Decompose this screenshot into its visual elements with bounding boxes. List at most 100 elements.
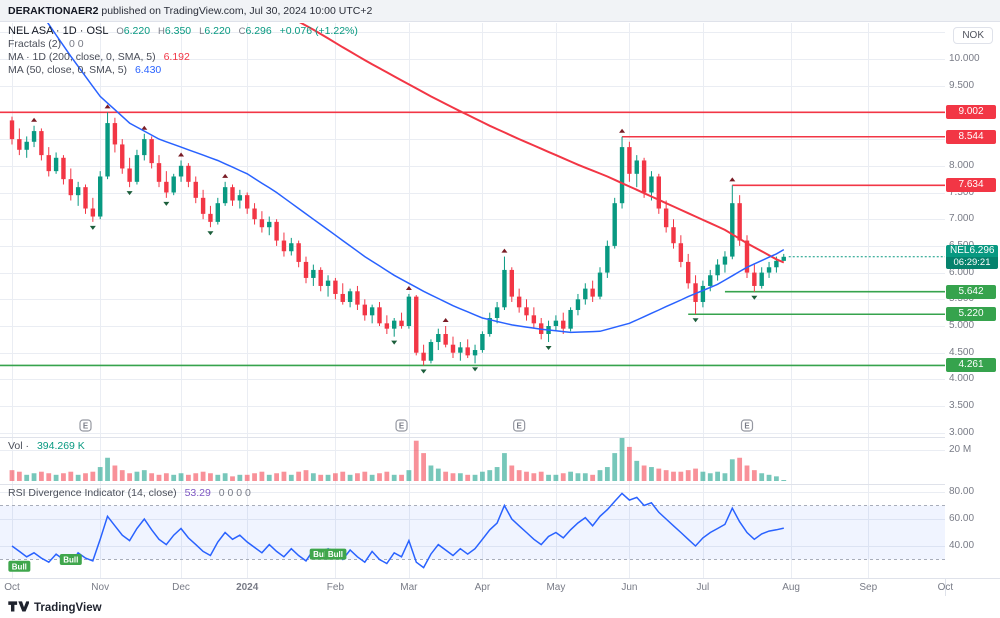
price-tick-label: 10.000 (949, 53, 980, 64)
price-tick-label: 5.000 (949, 320, 975, 331)
high-value: 6.350 (164, 25, 192, 37)
bull-badge-label: Bull (313, 550, 328, 559)
ma50-legend-row[interactable]: MA (50, close, 0, SMA, 5) 6.430 (8, 64, 358, 76)
time-tick-label: 2024 (236, 582, 259, 593)
last-price-value: 6.296 (969, 245, 995, 256)
fractals-legend-row[interactable]: Fractals (2) 0 0 (8, 38, 358, 50)
low-value: 6.220 (204, 25, 231, 37)
open-label: O (116, 26, 124, 37)
time-tick-label: Jun (621, 582, 638, 593)
volume-label: Vol · (8, 440, 30, 452)
tradingview-attribution[interactable]: TradingView (8, 599, 102, 617)
bull-badge (59, 554, 82, 565)
bull-badge (324, 548, 347, 560)
close-label: C (238, 26, 246, 37)
price-tick-label: 3.500 (949, 400, 975, 412)
time-tick-label: Dec (172, 582, 190, 593)
bar-countdown: 06:29:21 (946, 257, 998, 269)
change-value: +0.076 (+1.22%) (279, 25, 358, 37)
time-tick-label: Feb (326, 582, 345, 593)
time-tick-label: Oct (937, 582, 954, 593)
time-tick-label: Sep (859, 582, 878, 593)
rsi-legend-row[interactable]: RSI Divergence Indicator (14, close) 53.… (8, 487, 251, 499)
fractal-markers (31, 104, 758, 374)
earnings-icon-label: E (744, 422, 750, 431)
price-tick-label: 3.000 (949, 426, 975, 438)
earnings-icon[interactable] (395, 419, 408, 432)
fractals-label: Fractals (2) (8, 38, 62, 50)
ma200-value: 6.192 (163, 51, 190, 63)
price-tick-label: 4.500 (949, 346, 975, 358)
publisher-username: DERAKTIONAER2 (8, 5, 99, 17)
rsi-tick-label: 60.00 (949, 513, 975, 524)
price-axis[interactable]: 10.0009.5009.0008.5008.0007.5007.0006.50… (945, 22, 1000, 578)
rsi-tick-label: 80.00 (949, 486, 975, 497)
bull-badge (8, 560, 31, 572)
bull-badge-label: Bull (328, 550, 343, 559)
volume-value: 394.269 K (36, 440, 85, 452)
open-value: 6.220 (123, 25, 151, 37)
currency-button[interactable]: NOK (953, 27, 993, 44)
time-tick-label: Apr (474, 582, 491, 593)
bull-badge-label: Bull (12, 562, 27, 571)
last-price-symbol: NEL (950, 245, 970, 256)
last-price-badge: NEL 6.296 06:29:21 (946, 245, 998, 269)
chart-legend: NEL ASA · 1D · OSL O6.220 H6.350 L6.220 … (8, 25, 358, 77)
time-tick-label: Aug (782, 582, 800, 593)
ma200-legend-row[interactable]: MA · 1D (200, close, 0, SMA, 5) 6.192 (8, 51, 358, 63)
earnings-icon[interactable] (740, 419, 754, 432)
volume-legend-row[interactable]: Vol · 394.269 K (8, 440, 85, 452)
tradingview-brand-text: TradingView (34, 602, 102, 614)
price-level-badge: 9.002 (946, 105, 996, 120)
price-tick-label: 9.500 (949, 79, 975, 91)
price-tick-label: 7.000 (949, 213, 975, 225)
fractals-values: 0 0 (69, 38, 84, 50)
price-level-badge: 4.261 (946, 358, 996, 373)
rsi-extra-values: 0 0 0 0 (218, 487, 251, 499)
ma50-value: 6.430 (134, 64, 162, 76)
price-level-badge: 5.220 (946, 307, 996, 322)
price-tick-label: 8.000 (949, 159, 975, 171)
publish-header: DERAKTIONAER2 published on TradingView.c… (0, 0, 1000, 22)
price-tick-label: 6.000 (949, 266, 975, 278)
earnings-icon-label: E (83, 422, 89, 431)
ma200-label: MA · 1D (200, close, 0, SMA, 5) (8, 51, 156, 63)
price-level-lines (0, 111, 945, 367)
low-label: L (199, 26, 205, 37)
rsi-label: RSI Divergence Indicator (14, close) (8, 487, 177, 499)
close-value: 6.296 (245, 25, 272, 37)
time-tick-label: Mar (400, 582, 418, 593)
tradingview-logo-icon (8, 599, 30, 617)
price-tick-label: 4.000 (949, 373, 975, 385)
earnings-icon[interactable] (79, 419, 92, 432)
symbol-legend-row[interactable]: NEL ASA · 1D · OSL O6.220 H6.350 L6.220 … (8, 25, 358, 37)
rsi-tick-label: 40.00 (949, 540, 975, 551)
bull-badge-label: Bull (63, 556, 78, 565)
time-tick-label: Nov (91, 582, 110, 593)
volume-bars (9, 438, 787, 481)
earnings-icon-label: E (516, 422, 522, 431)
symbol-title: NEL ASA · 1D · OSL (8, 25, 109, 37)
price-level-badge: 8.544 (946, 129, 996, 144)
time-tick-label: Jul (696, 582, 710, 593)
rsi-value: 53.29 (184, 487, 211, 499)
publish-info-text: published on TradingView.com, Jul 30, 20… (98, 5, 373, 17)
ma200-line (299, 23, 785, 264)
rsi-line (11, 492, 784, 569)
price-level-badge: 7.634 (946, 178, 996, 193)
earnings-icon[interactable] (513, 419, 526, 432)
price-level-badge: 5.642 (946, 284, 996, 299)
ma50-label: MA (50, close, 0, SMA, 5) (8, 64, 128, 76)
volume-tick-label: 20 M (949, 444, 972, 455)
time-tick-label: May (546, 582, 566, 593)
price-tick-label: 5.500 (949, 293, 975, 305)
moving-averages (46, 23, 785, 334)
earnings-icon-label: E (399, 422, 405, 431)
high-label: H (157, 26, 165, 37)
candlestick-series (9, 112, 786, 366)
time-axis[interactable]: Oct Nov Dec 2024 Feb Mar Apr May Jun Jul Aug Sep Oct (0, 578, 960, 596)
